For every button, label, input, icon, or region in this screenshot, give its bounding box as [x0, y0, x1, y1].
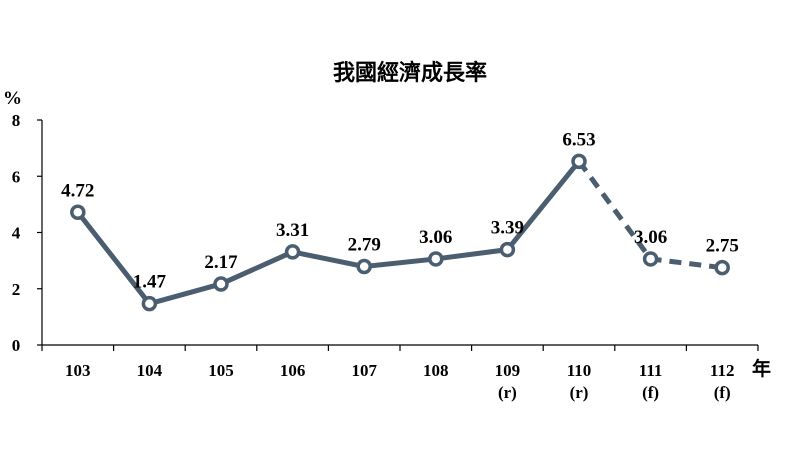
series-line-actual	[75, 158, 582, 307]
data-label: 2.17	[204, 252, 238, 273]
data-labels: 4.72 1.47 2.17 3.31 2.79 3.06 3.39 6.53 3.06 2.75	[61, 129, 739, 292]
data-point	[141, 295, 158, 312]
x-axis-unit-label: 年	[752, 357, 771, 380]
y-axis-unit-label: %	[3, 88, 22, 109]
series-line-group	[75, 158, 723, 307]
data-label: 3.31	[276, 220, 309, 241]
axes	[37, 119, 759, 351]
x-tick-note: (f)	[714, 383, 731, 402]
data-label: 2.79	[348, 235, 381, 256]
chart-title: 我國經濟成長率	[333, 60, 487, 86]
y-tick-label: 8	[12, 111, 21, 130]
data-point	[70, 204, 86, 220]
data-points	[70, 153, 730, 312]
x-tick-label: 105	[208, 361, 234, 380]
data-label: 3.06	[419, 227, 452, 248]
data-label: 2.75	[706, 236, 739, 257]
data-point	[428, 251, 444, 267]
x-tick-label: 103	[65, 361, 91, 380]
data-point	[499, 241, 516, 258]
tick-labels: 0 2 4 6 8 103 104 105 106 107 108 109 (r) 110 (r) 111 (f…	[12, 111, 735, 402]
data-point	[284, 244, 301, 260]
data-label: 4.72	[61, 180, 94, 201]
x-tick-label: 112	[710, 361, 735, 380]
x-tick-note: (r)	[498, 383, 517, 402]
data-label: 3.06	[634, 227, 667, 248]
x-tick-label: 111	[639, 361, 663, 380]
x-tick-label: 110	[567, 361, 592, 380]
y-tick-label: 0	[12, 336, 21, 355]
data-point	[213, 276, 229, 292]
data-point	[571, 153, 587, 170]
y-tick-label: 4	[12, 224, 21, 243]
x-tick-note: (r)	[570, 383, 589, 402]
x-tick-label: 104	[137, 361, 163, 380]
y-tick-label: 6	[12, 167, 21, 186]
data-label: 3.39	[491, 218, 524, 239]
data-label: 6.53	[562, 129, 595, 150]
x-tick-label: 107	[351, 361, 377, 380]
data-point	[714, 259, 730, 276]
data-label: 1.47	[133, 272, 167, 293]
x-tick-label: 109	[495, 361, 521, 380]
x-tick-label: 108	[423, 361, 449, 380]
data-point	[642, 251, 659, 267]
x-tick-label: 106	[280, 361, 306, 380]
data-point	[356, 258, 372, 275]
y-tick-label: 2	[12, 280, 21, 299]
x-tick-note: (f)	[642, 383, 659, 402]
